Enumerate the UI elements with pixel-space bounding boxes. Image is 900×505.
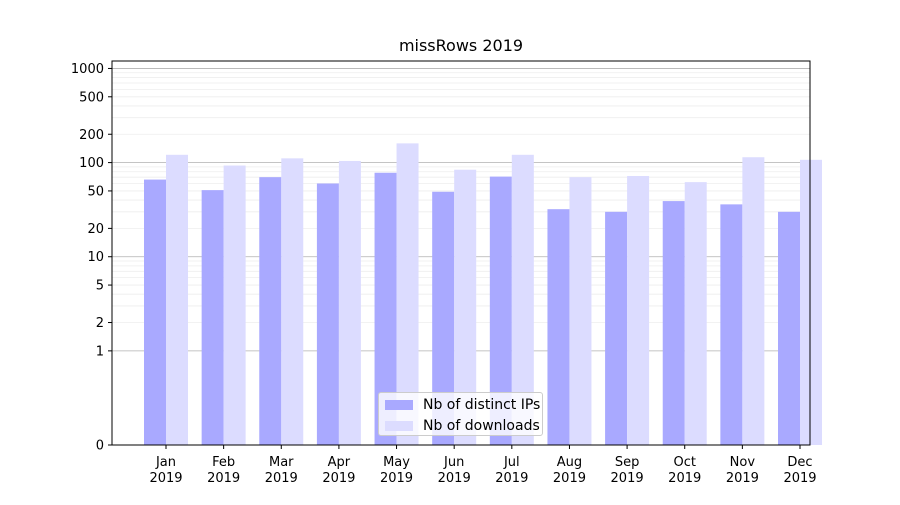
bar-distinct-ips: [605, 211, 628, 445]
bar-distinct-ips: [374, 172, 397, 445]
bar-downloads: [800, 159, 822, 446]
plot-frame: [111, 60, 811, 446]
x-tick-label-year: 2019: [783, 471, 816, 486]
bar-distinct-ips: [547, 209, 570, 445]
x-tick-label-month: Jul: [503, 455, 520, 470]
x-tick-label-month: Nov: [730, 455, 756, 470]
bar-distinct-ips: [201, 190, 224, 445]
y-tick-label: 100: [79, 156, 104, 171]
x-tick-label-year: 2019: [207, 471, 240, 486]
x-tick-label-month: Dec: [787, 455, 812, 470]
y-tick-label: 2: [96, 316, 104, 331]
x-tick-label-month: Jun: [443, 455, 464, 470]
x-tick-label-year: 2019: [726, 471, 759, 486]
y-tick-label: 200: [79, 128, 104, 143]
y-tick-label: 500: [79, 90, 104, 105]
y-tick-label: 1: [96, 344, 104, 359]
bar-downloads: [454, 169, 477, 445]
legend-item-ips: Nb of distinct IPs: [385, 396, 540, 414]
legend-swatch-downloads: [385, 421, 413, 431]
x-tick-label-month: Mar: [269, 455, 294, 470]
bar-downloads: [627, 176, 650, 445]
x-tick-label-year: 2019: [149, 471, 182, 486]
x-tick-label-year: 2019: [495, 471, 528, 486]
bar-downloads: [281, 158, 304, 445]
legend-item-downloads: Nb of downloads: [385, 417, 540, 435]
y-tick-label: 5: [96, 279, 104, 294]
x-tick-label-month: Oct: [673, 455, 695, 470]
chart-title: missRows 2019: [399, 36, 523, 55]
legend-swatch-ips: [385, 400, 413, 410]
bar-downloads: [684, 182, 707, 445]
bar-distinct-ips: [144, 179, 166, 446]
x-tick-label-month: Aug: [557, 455, 582, 470]
x-tick-label-month: Jan: [155, 455, 176, 470]
y-tick-label: 10: [87, 250, 104, 265]
bar-distinct-ips: [720, 204, 743, 445]
x-tick-label-year: 2019: [553, 471, 586, 486]
bar-distinct-ips: [489, 176, 512, 445]
y-tick-label: 20: [87, 222, 104, 237]
bar-downloads: [511, 154, 534, 446]
legend-label-downloads: Nb of downloads: [423, 418, 540, 434]
x-tick-label-month: Sep: [615, 455, 640, 470]
bar-distinct-ips: [316, 183, 339, 445]
bar-downloads: [338, 160, 361, 445]
legend-label-ips: Nb of distinct IPs: [423, 397, 541, 413]
x-tick-label-month: May: [383, 455, 410, 470]
bar-distinct-ips: [662, 201, 685, 445]
legend: Nb of distinct IPs Nb of downloads: [378, 392, 543, 436]
x-tick-label-year: 2019: [265, 471, 298, 486]
x-tick-label-month: Feb: [212, 455, 235, 470]
bar-downloads: [166, 154, 188, 446]
bar-downloads: [396, 143, 419, 445]
x-tick-label-year: 2019: [668, 471, 701, 486]
bar-distinct-ips: [778, 211, 800, 445]
x-tick-label-year: 2019: [438, 471, 471, 486]
y-tick-label: 0: [96, 439, 104, 454]
bar-downloads: [569, 177, 592, 446]
x-tick-label-month: Apr: [328, 455, 351, 470]
x-tick-label-year: 2019: [380, 471, 413, 486]
bar-downloads: [742, 157, 765, 445]
bar-downloads: [223, 165, 246, 445]
x-tick-label-year: 2019: [322, 471, 355, 486]
bar-distinct-ips: [259, 177, 282, 446]
y-tick-label: 1000: [71, 62, 104, 77]
y-tick-label: 50: [87, 184, 104, 199]
x-tick-label-year: 2019: [611, 471, 644, 486]
bar-distinct-ips: [432, 191, 455, 445]
